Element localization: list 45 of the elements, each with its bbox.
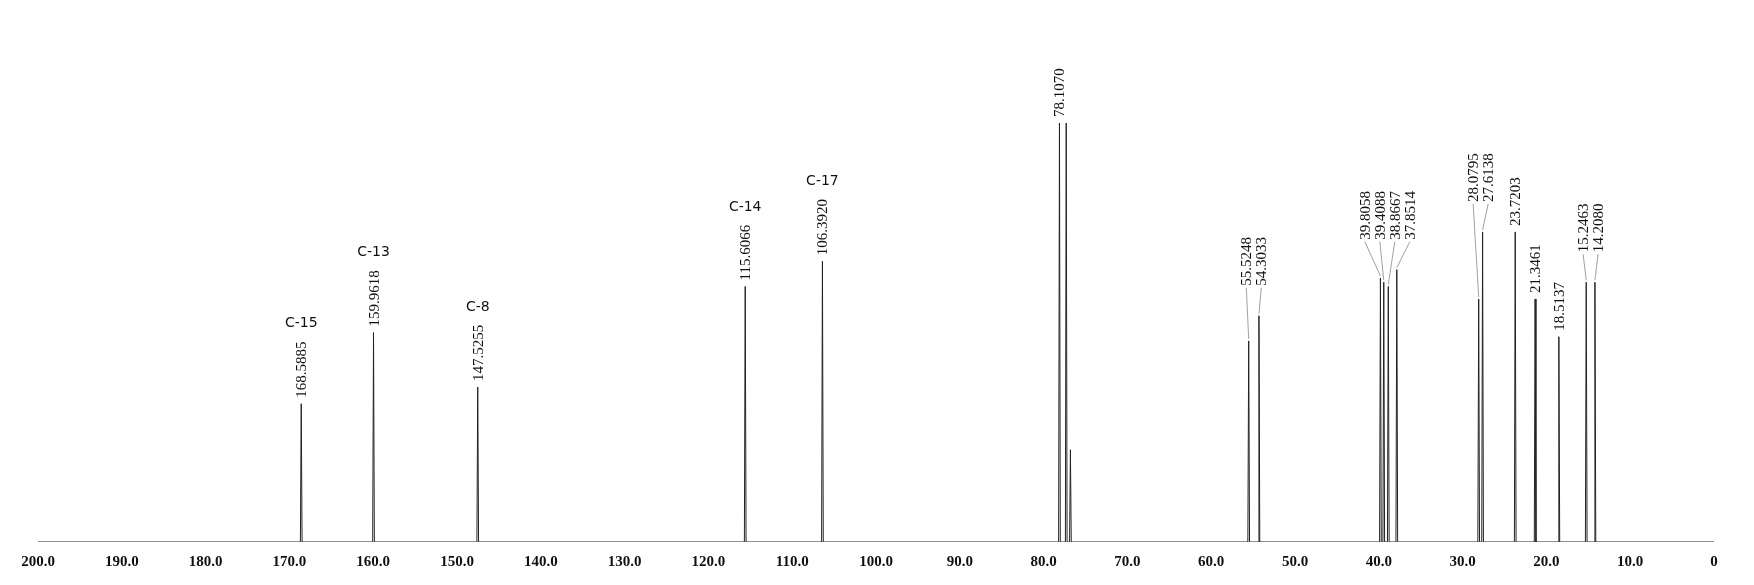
x-tick-label: 10.0 <box>1617 552 1644 569</box>
x-tick-label: 60.0 <box>1198 552 1225 569</box>
annotation: 78.1070 <box>1051 68 1068 117</box>
annotation: 39.8058 <box>1356 190 1373 240</box>
annotation: 14.2080 <box>1590 203 1607 253</box>
x-tick-label: 170.0 <box>272 552 307 569</box>
annotation: 159.9618 <box>365 270 382 327</box>
x-tick-label: 80.0 <box>1030 552 1057 569</box>
x-tick-label: 90.0 <box>946 552 973 569</box>
annotation: 39.4088 <box>1371 190 1388 240</box>
x-tick-label: 120.0 <box>691 552 726 569</box>
annotation: 15.2463 <box>1575 203 1592 253</box>
x-tick-label: 110.0 <box>775 552 809 569</box>
x-tick-label: 190.0 <box>104 552 139 569</box>
x-tick-label: 70.0 <box>1114 552 1141 569</box>
x-tick-label: 180.0 <box>188 552 223 569</box>
annotation: 21.3461 <box>1527 244 1544 293</box>
x-tick-label: 160.0 <box>356 552 391 569</box>
annotation: 38.8667 <box>1386 190 1403 240</box>
annotation: 23.7203 <box>1507 177 1524 226</box>
x-tick-label: 130.0 <box>607 552 642 569</box>
annotation: 106.3920 <box>814 199 831 256</box>
x-tick-label: 40.0 <box>1365 552 1392 569</box>
annotation: C-13 <box>357 243 390 260</box>
annotation: C-15 <box>284 314 318 331</box>
x-tick-label: 100.0 <box>859 552 893 569</box>
x-tick-label: 140.0 <box>523 552 558 569</box>
annotation: 27.6138 <box>1480 153 1497 202</box>
annotation: C-8 <box>465 297 490 314</box>
x-tick-label: 20.0 <box>1533 552 1560 569</box>
annotation: 147.5255 <box>469 324 486 381</box>
x-tick-label: 0 <box>1710 552 1718 569</box>
x-tick-label: 200.0 <box>21 552 55 569</box>
annotation: 54.3033 <box>1253 236 1270 286</box>
annotation: 18.5137 <box>1550 281 1567 331</box>
annotation: 115.6066 <box>737 224 754 281</box>
annotation: 28.0795 <box>1465 153 1482 202</box>
x-tick-label: 150.0 <box>440 552 474 569</box>
annotation: 168.5885 <box>293 341 310 398</box>
x-tick-label: 30.0 <box>1449 552 1476 569</box>
x-tick-label: 50.0 <box>1281 552 1309 569</box>
annotation: 55.5248 <box>1238 236 1255 286</box>
annotation: 37.8514 <box>1401 190 1418 240</box>
annotation: C-17 <box>806 172 839 189</box>
annotation: C-14 <box>728 197 762 214</box>
